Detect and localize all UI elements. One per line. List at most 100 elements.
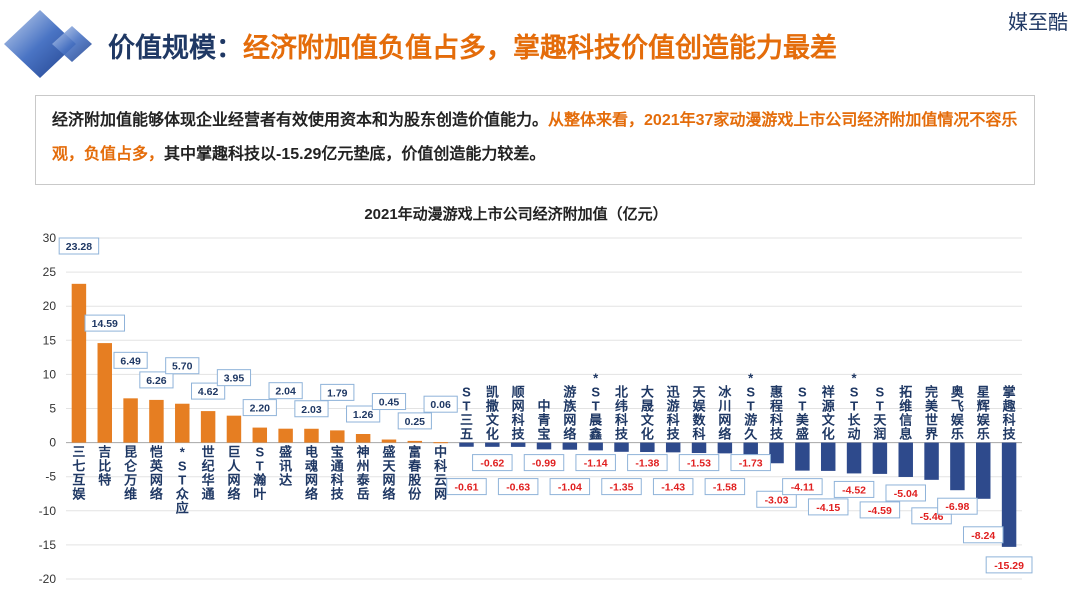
data-label: -4.59	[859, 501, 901, 519]
data-label-box	[756, 490, 797, 508]
data-label-text: -5.04	[894, 488, 918, 500]
data-label: -4.11	[782, 478, 823, 496]
data-label-text: -1.04	[558, 482, 582, 494]
diamond-logo-icon	[4, 10, 92, 78]
data-label-box	[268, 382, 303, 400]
summary-box: 经济附加值能够体现企业经营者有效使用资本和为股东创造价值能力。从整体来看，202…	[35, 95, 1035, 185]
data-label-text: 1.26	[353, 409, 374, 421]
data-label-text: 5.70	[172, 361, 193, 373]
bar	[407, 440, 423, 443]
data-label-box	[113, 351, 148, 369]
brand-logo-text: 媒至酷	[1008, 12, 1068, 34]
data-label-box	[985, 556, 1033, 574]
data-label-text: 2.04	[275, 386, 296, 398]
category-label: 完美世界	[925, 385, 939, 442]
bar	[976, 442, 991, 499]
data-label-box	[782, 478, 823, 496]
data-label: 14.59	[84, 314, 126, 332]
data-label-box	[320, 383, 355, 401]
category-label: 吉比特	[98, 445, 111, 488]
data-label-box	[937, 497, 978, 515]
data-label-text: -8.24	[971, 530, 995, 542]
bar	[950, 442, 965, 491]
data-label-text: -0.61	[455, 482, 479, 494]
y-tick-label: -10	[39, 504, 57, 518]
data-label: -0.99	[523, 454, 565, 472]
data-label-box	[497, 478, 539, 496]
data-label: -0.61	[446, 478, 487, 496]
data-label-box	[84, 314, 126, 332]
bar	[433, 442, 448, 444]
y-tick-label: 10	[43, 367, 57, 381]
data-label: 3.95	[216, 369, 252, 387]
category-label: S T 三五	[460, 385, 473, 442]
chart-title: 2021年动漫游戏上市公司经济附加值（亿元）	[364, 205, 667, 223]
data-label-text: -3.03	[765, 494, 789, 506]
y-tick-label: -20	[39, 572, 57, 586]
data-label-box	[962, 526, 1004, 544]
y-tick-label: 5	[49, 402, 56, 416]
data-label-box	[139, 371, 174, 389]
summary-part3: 其中掌趣科技以-15.29亿元垫底，价值创造能力较差。	[164, 146, 546, 163]
category-label: 中青宝	[537, 399, 550, 442]
category-label: 电魂网络	[305, 445, 318, 502]
bar	[640, 442, 655, 453]
data-label-text: -1.73	[739, 458, 763, 470]
bar	[123, 398, 138, 443]
data-label: 1.79	[320, 383, 355, 401]
bar	[252, 427, 268, 443]
bar	[614, 442, 629, 452]
data-label-box	[346, 405, 381, 423]
data-label-text: -4.52	[842, 484, 866, 496]
bar	[1001, 442, 1017, 547]
category-label: 富春股份	[407, 445, 422, 502]
category-label: 星辉娱乐	[977, 385, 991, 442]
data-label-box	[885, 484, 926, 502]
y-tick-label: 30	[43, 231, 57, 245]
data-label-text: 2.03	[301, 404, 322, 416]
bar	[200, 411, 216, 443]
category-label: 盛天网络	[382, 445, 396, 502]
data-label: 0.06	[423, 395, 458, 413]
category-label: 天娱数科	[693, 385, 707, 442]
category-label: 宝通科技	[331, 445, 345, 502]
bar	[717, 442, 733, 454]
y-tick-label: -15	[39, 538, 57, 552]
bar	[795, 442, 810, 471]
category-label: 昆仑万维	[123, 445, 138, 502]
data-label: -8.24	[962, 526, 1004, 544]
data-label-box	[191, 382, 226, 400]
bar	[459, 442, 474, 447]
category-label: 冰川网络	[717, 385, 732, 442]
category-label: S T 天润	[873, 385, 887, 442]
title-highlight: 经济附加值负值占多，掌趣科技价值创造能力最差	[243, 33, 837, 63]
data-label-box	[446, 478, 487, 496]
data-label: 5.70	[165, 357, 200, 375]
category-label: 惠程科技	[770, 385, 784, 442]
category-label: 游族网络	[563, 385, 577, 442]
data-label-box	[242, 399, 277, 417]
data-label: 2.04	[268, 382, 303, 400]
bar	[381, 439, 397, 443]
category-label: 祥源文化	[822, 385, 836, 442]
data-label-text: -1.58	[713, 482, 737, 494]
data-label-text: 4.62	[198, 386, 219, 398]
category-label: S T 美盛	[796, 385, 810, 442]
data-label: 6.49	[113, 351, 148, 369]
data-label: -1.58	[704, 478, 746, 496]
bar	[665, 442, 681, 453]
category-label: 凯撒文化	[486, 385, 500, 442]
data-label-box	[627, 454, 668, 472]
data-label-box	[730, 454, 771, 472]
category-label: 盛讯达	[279, 445, 292, 488]
data-label-text: 0.25	[405, 416, 426, 428]
y-tick-label: 20	[43, 299, 57, 313]
data-label-text: 6.49	[120, 355, 141, 367]
summary-part2: 从整体来看，2021年37家动漫游戏上市公司经济附加值情况不容乐观，负值占多，	[52, 112, 1018, 163]
bar	[510, 442, 526, 447]
bar	[898, 442, 913, 477]
data-label: -4.52	[833, 480, 875, 498]
data-label-box	[423, 395, 458, 413]
category-label: * S T 晨鑫	[588, 371, 603, 442]
